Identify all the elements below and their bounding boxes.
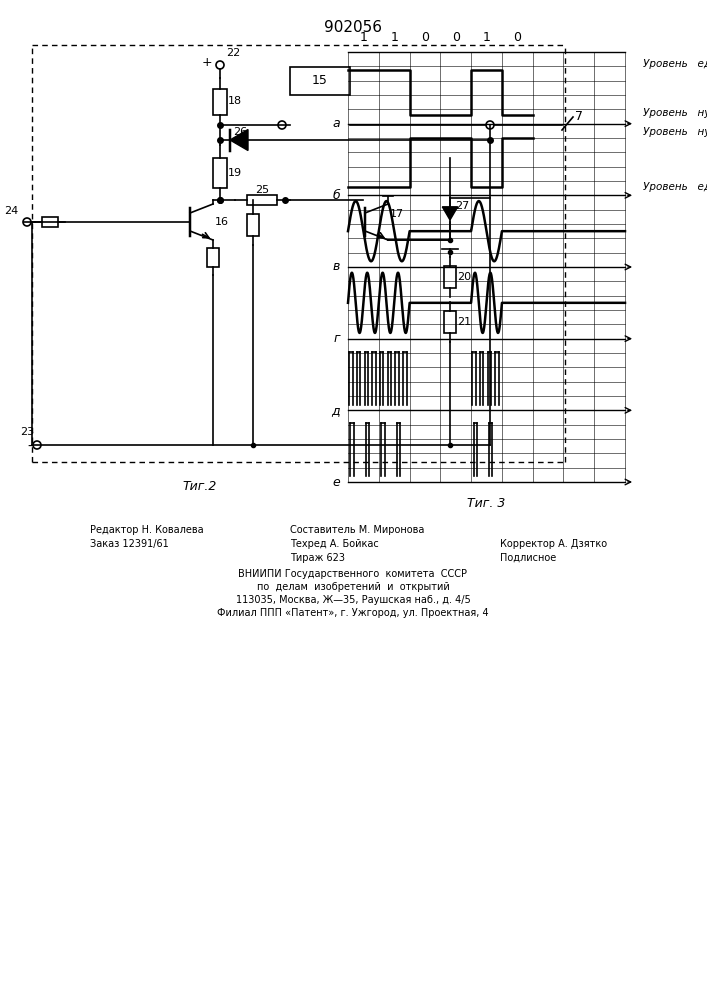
Text: 902056: 902056 [324,20,382,35]
Text: Филиал ППП «Патент», г. Ужгород, ул. Проектная, 4: Филиал ППП «Патент», г. Ужгород, ул. Про… [217,608,489,618]
Text: 27: 27 [455,201,469,211]
Text: Уровень   единицы: Уровень единицы [643,59,707,69]
Text: 26: 26 [233,127,247,137]
Text: Τиг. 3: Τиг. 3 [467,497,506,510]
Text: е: е [332,476,340,488]
Text: Подлисное: Подлисное [500,553,556,563]
Text: 7: 7 [575,110,583,123]
Text: Тираж 623: Тираж 623 [290,553,345,563]
Text: Уровень   единицы: Уровень единицы [643,182,707,192]
Bar [213,158,227,188]
Text: -: - [28,440,33,454]
Text: a: a [332,117,340,130]
Bar [247,195,277,205]
Text: Корректор А. Дзятко: Корректор А. Дзятко [500,539,607,549]
Text: Техред А. Бойкас: Техред А. Бойкас [290,539,379,549]
Text: 1: 1 [483,31,491,44]
Bar [213,89,227,115]
Text: +: + [201,56,212,70]
Bar [247,214,259,236]
Text: Уровень   нуля: Уровень нуля [643,108,707,118]
Text: 21: 21 [457,317,471,327]
Text: 1: 1 [390,31,398,44]
Text: Τиг.2: Τиг.2 [183,480,217,493]
Text: в: в [332,260,340,273]
Text: Уровень   нуля: Уровень нуля [643,127,707,137]
Text: 0: 0 [452,31,460,44]
Text: 17: 17 [390,209,404,219]
Polygon shape [230,129,248,150]
Text: ВНИИПИ Государственного  комитета  СССР: ВНИИПИ Государственного комитета СССР [238,569,467,579]
Text: 20: 20 [457,272,471,282]
Text: 19: 19 [228,167,242,178]
Bar [42,217,59,227]
Bar [444,311,456,333]
Text: Заказ 12391/61: Заказ 12391/61 [90,539,169,549]
Text: 18: 18 [228,97,242,106]
Text: 25: 25 [255,185,269,195]
Text: 24: 24 [4,206,18,216]
Text: д: д [332,404,340,417]
Polygon shape [443,207,457,220]
Bar [444,266,456,288]
Text: Редактор Н. Ковалева: Редактор Н. Ковалева [90,525,204,535]
Text: по  делам  изобретений  и  открытий: по делам изобретений и открытий [257,582,450,592]
Text: 113035, Москва, Ж—35, Раушская наб., д. 4/5: 113035, Москва, Ж—35, Раушская наб., д. … [235,595,470,605]
Bar [290,67,350,95]
Text: 23: 23 [20,427,34,437]
Text: 0: 0 [421,31,429,44]
Bar [207,248,219,267]
Text: б: б [332,189,340,202]
Text: 15: 15 [312,75,328,88]
Text: 0: 0 [513,31,521,44]
Text: г: г [334,332,340,345]
Text: 22: 22 [226,48,240,58]
Text: 16: 16 [215,217,229,227]
Text: 1: 1 [359,31,368,44]
Text: Составитель М. Миронова: Составитель М. Миронова [290,525,424,535]
